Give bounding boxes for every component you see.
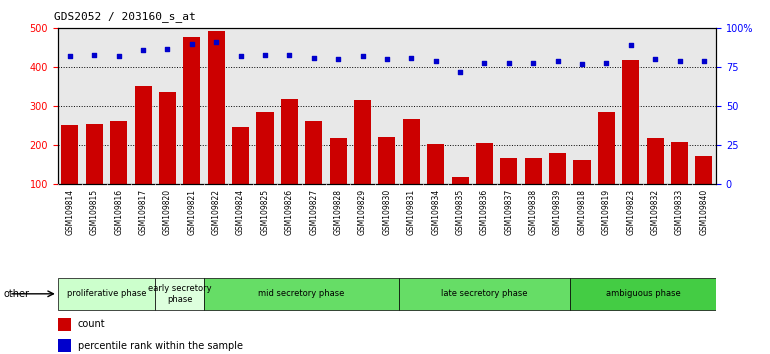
Bar [354,100,371,223]
Text: GSM109826: GSM109826 [285,189,294,235]
Point [527,60,539,65]
Text: GSM109824: GSM109824 [236,189,245,235]
Text: GSM109835: GSM109835 [456,189,464,235]
Text: GSM109837: GSM109837 [504,189,514,235]
Point [332,57,344,62]
Bar [647,138,664,223]
Text: ambiguous phase: ambiguous phase [605,289,681,298]
Bar [574,160,591,223]
Text: GSM109817: GSM109817 [139,189,148,235]
Bar [427,144,444,223]
Point [576,61,588,67]
Text: GSM109823: GSM109823 [626,189,635,235]
Text: GSM109839: GSM109839 [553,189,562,235]
Bar [159,92,176,223]
Point [698,58,710,64]
Point [210,40,223,45]
Text: GSM109816: GSM109816 [114,189,123,235]
Point [307,55,320,61]
Point [430,58,442,64]
Point [161,46,173,51]
Bar [85,124,103,223]
Text: GSM109833: GSM109833 [675,189,684,235]
Text: GDS2052 / 203160_s_at: GDS2052 / 203160_s_at [54,11,196,22]
Bar [156,278,204,310]
Text: GSM109831: GSM109831 [407,189,416,235]
Text: GSM109820: GSM109820 [163,189,172,235]
Text: percentile rank within the sample: percentile rank within the sample [78,341,243,350]
Text: GSM109830: GSM109830 [383,189,391,235]
Bar [135,86,152,223]
Text: GSM109821: GSM109821 [187,189,196,235]
Point [186,41,198,47]
Point [88,52,100,58]
Point [624,42,637,48]
Point [405,55,417,61]
Bar [256,112,273,223]
Point [137,47,149,53]
Bar [58,339,71,352]
Point [112,53,125,59]
Bar [451,177,469,223]
Bar [232,127,249,223]
Text: GSM109832: GSM109832 [651,189,660,235]
Text: early secretory
phase: early secretory phase [148,284,212,303]
Bar [622,60,639,223]
Bar [204,278,399,310]
Text: GSM109834: GSM109834 [431,189,440,235]
Bar [671,142,688,223]
Bar [549,153,566,223]
Text: GSM109815: GSM109815 [90,189,99,235]
Bar [62,125,79,223]
Text: GSM109840: GSM109840 [699,189,708,235]
Bar [378,137,396,223]
Bar [58,318,71,331]
Text: GSM109838: GSM109838 [529,189,537,235]
Bar [305,121,323,223]
Bar [524,158,542,223]
Bar [500,158,517,223]
Text: GSM109819: GSM109819 [602,189,611,235]
Point [357,53,369,59]
Point [551,58,564,64]
Text: mid secretory phase: mid secretory phase [259,289,345,298]
Bar [330,138,346,223]
Bar [183,37,200,223]
Text: late secretory phase: late secretory phase [441,289,527,298]
Bar [58,278,156,310]
Bar [281,99,298,223]
Point [478,60,490,65]
Bar [598,112,615,223]
Text: GSM109828: GSM109828 [333,189,343,235]
Point [601,60,613,65]
Point [649,57,661,62]
Text: GSM109818: GSM109818 [578,189,587,235]
Text: GSM109827: GSM109827 [310,189,318,235]
Text: GSM109814: GSM109814 [65,189,75,235]
Bar [570,278,716,310]
Point [283,52,296,58]
Bar [403,119,420,223]
Point [64,53,76,59]
Bar [695,156,712,223]
Text: GSM109825: GSM109825 [260,189,269,235]
Text: count: count [78,319,105,329]
Point [234,53,246,59]
Bar [399,278,570,310]
Point [503,60,515,65]
Bar [110,121,127,223]
Text: GSM109829: GSM109829 [358,189,367,235]
Text: other: other [4,289,30,299]
Point [454,69,466,75]
Text: GSM109822: GSM109822 [212,189,221,235]
Point [673,58,685,64]
Point [380,57,393,62]
Bar [476,143,493,223]
Point [259,52,271,58]
Bar [208,32,225,223]
Text: proliferative phase: proliferative phase [67,289,146,298]
Text: GSM109836: GSM109836 [480,189,489,235]
